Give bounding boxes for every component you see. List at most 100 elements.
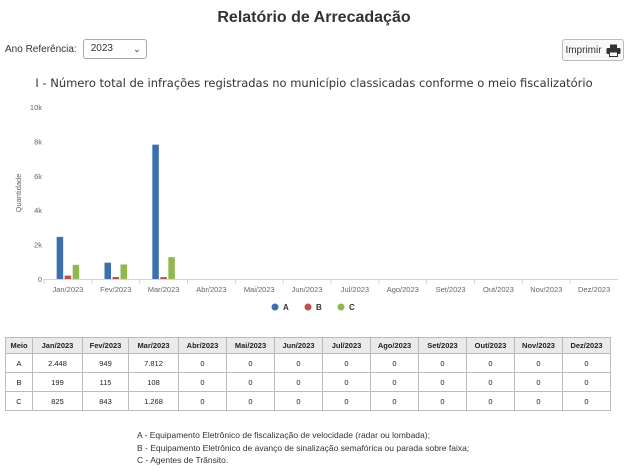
legend-label-c: C	[349, 303, 355, 312]
legend-notes: A - Equipamento Eletrônico de fiscalizaç…	[137, 429, 469, 467]
bar-b	[160, 277, 167, 279]
table-header-cell: Jun/2023	[274, 337, 323, 354]
y-tick-label: 6k	[34, 172, 42, 181]
table-cell: 0	[322, 353, 371, 373]
y-tick-label: 4k	[34, 206, 42, 215]
table-cell: 0	[466, 391, 515, 411]
year-select[interactable]: 2023 ⌄	[82, 39, 147, 59]
legend-marker-a	[271, 303, 279, 311]
table-cell: 0	[418, 391, 467, 411]
table-cell: 0	[274, 353, 323, 373]
table-cell: 0	[514, 391, 563, 411]
year-label: Ano Referência:	[5, 43, 77, 55]
table-cell: 0	[322, 372, 371, 392]
table-cell: 0	[274, 391, 323, 411]
bar-c	[120, 264, 127, 279]
table-cell: 825	[32, 391, 83, 411]
legend-label-b: B	[316, 303, 322, 312]
table-header-cell: Mai/2023	[226, 337, 275, 354]
table-cell: 0	[514, 372, 563, 392]
table-row: A 2.448 949 7.812 0 0 0 0 0 0 0 0 0	[5, 353, 611, 373]
table-header-cell: Meio	[5, 337, 33, 354]
table-header-cell: Jan/2023	[32, 337, 83, 354]
table-row: C 825 843 1.268 0 0 0 0 0 0 0 0 0	[5, 391, 611, 411]
x-tick-label: Fev/2023	[100, 285, 131, 294]
chevron-down-icon: ⌄	[133, 44, 141, 54]
table-header-cell: Out/2023	[466, 337, 515, 354]
table-cell: 1.268	[128, 391, 179, 411]
table-cell: C	[5, 391, 33, 411]
table-header-row: Meio Jan/2023 Fev/2023 Mar/2023 Abr/2023 Mai/…	[5, 337, 611, 354]
x-tick-label: Abr/2023	[196, 285, 226, 294]
legend-marker-b	[304, 303, 312, 311]
table-header-cell: Set/2023	[418, 337, 467, 354]
note-a: A - Equipamento Eletrônico de fiscalizaç…	[137, 430, 430, 440]
chart-svg: I - Número total de infrações registrada…	[14, 76, 618, 312]
table-cell: 0	[178, 391, 227, 411]
table-cell: 0	[418, 353, 467, 373]
table-cell: 0	[562, 391, 611, 411]
bar-a	[104, 262, 111, 279]
table-cell: 0	[274, 372, 323, 392]
bar-a	[56, 236, 64, 279]
table-cell: 2.448	[32, 353, 83, 373]
note-c: C - Agentes de Trânsito.	[137, 455, 229, 465]
x-tick-label: Jan/2023	[52, 285, 83, 294]
table-cell: 0	[562, 353, 611, 373]
table-cell: 949	[82, 353, 129, 373]
table-cell: 0	[466, 372, 515, 392]
table-cell: 0	[178, 353, 227, 373]
x-tick-label: Jul/2023	[341, 285, 369, 294]
table-cell: B	[5, 372, 33, 392]
page-title: Relatório de Arrecadação	[217, 9, 411, 26]
print-button[interactable]: Imprimir	[562, 39, 624, 61]
bar-c	[72, 264, 80, 279]
y-tick-label: 0	[38, 275, 42, 284]
x-tick-label: Mai/2023	[244, 285, 275, 294]
table-header-cell: Jul/2023	[322, 337, 371, 354]
bar-c	[168, 257, 175, 279]
table-cell: 0	[370, 391, 419, 411]
table-body: A 2.448 949 7.812 0 0 0 0 0 0 0 0 0 B 199 115 108 0 0 0 0 0 0 0…	[5, 353, 611, 411]
table-header-cell: Dez/2023	[562, 337, 611, 354]
table-cell: 0	[226, 353, 275, 373]
table-cell: 0	[226, 391, 275, 411]
table-cell: 0	[562, 372, 611, 392]
x-tick-label: Mar/2023	[148, 285, 180, 294]
printer-icon	[606, 44, 621, 57]
table-cell: 0	[178, 372, 227, 392]
table-header-cell: Ago/2023	[370, 337, 419, 354]
y-tick-label: 2k	[34, 241, 42, 250]
chart-title: I - Número total de infrações registrada…	[35, 76, 592, 90]
table-cell: 7.812	[128, 353, 179, 373]
bar-b	[64, 275, 72, 279]
y-tick-label: 10k	[30, 103, 42, 112]
chart: I - Número total de infrações registrada…	[0, 70, 628, 320]
table-cell: 115	[82, 372, 129, 392]
table-cell: 0	[466, 353, 515, 373]
year-filter: Ano Referência: 2023 ⌄	[5, 39, 147, 59]
table-cell: 0	[370, 372, 419, 392]
table-header-cell: Nov/2023	[514, 337, 563, 354]
table-cell: 0	[322, 391, 371, 411]
bar-b	[112, 277, 119, 279]
y-tick-label: 8k	[34, 137, 42, 146]
year-select-value: 2023	[90, 43, 113, 54]
x-tick-label: Ago/2023	[387, 285, 419, 294]
note-b: B - Equipamento Eletrônico de avanço de …	[137, 442, 470, 453]
legend-marker-c	[337, 303, 345, 311]
table-cell: 0	[370, 353, 419, 373]
x-tick-label: Dez/2023	[578, 285, 610, 294]
x-tick-label: Nov/2023	[530, 285, 562, 294]
table-cell: A	[5, 353, 33, 373]
legend-label-a: A	[283, 303, 289, 312]
table-cell: 0	[418, 372, 467, 392]
x-tick-label: Jun/2023	[292, 285, 323, 294]
table-cell: 0	[514, 353, 563, 373]
table-row: B 199 115 108 0 0 0 0 0 0 0 0 0	[5, 372, 611, 392]
table-header-cell: Abr/2023	[178, 337, 227, 354]
y-axis-label: Quantidade	[14, 174, 23, 213]
table-cell: 108	[128, 372, 179, 392]
x-tick-label: Out/2023	[483, 285, 514, 294]
table-cell: 0	[226, 372, 275, 392]
